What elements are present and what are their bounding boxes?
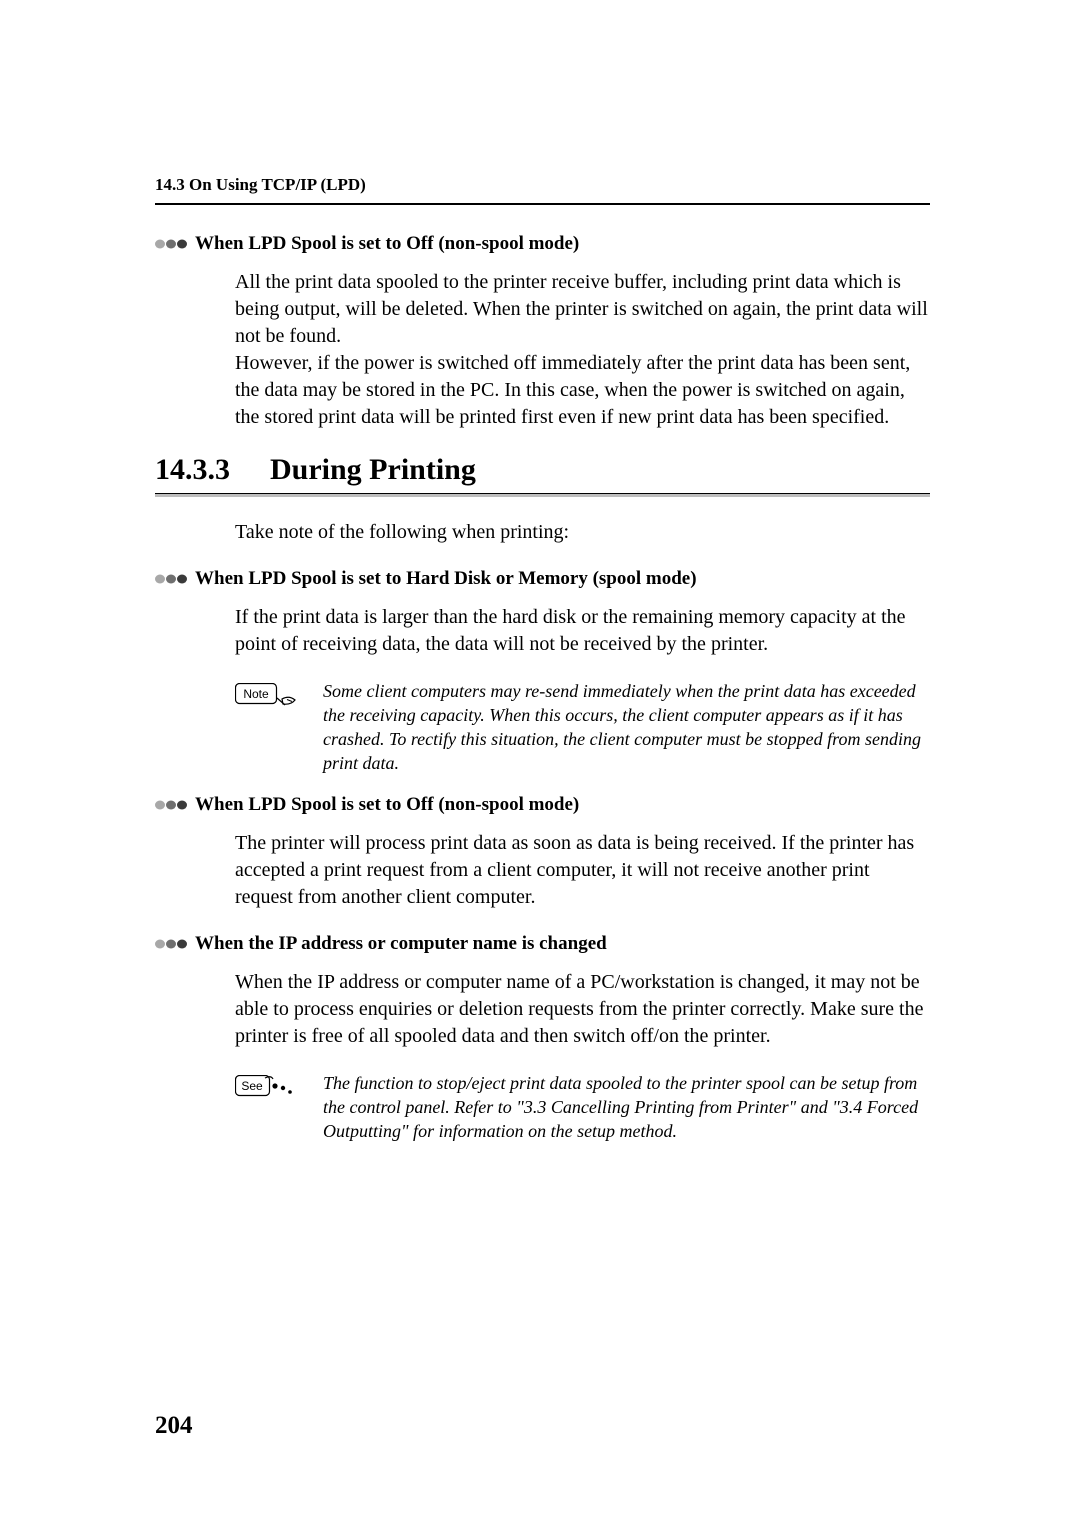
svg-text:Note: Note: [243, 687, 269, 701]
body-text: When the IP address or computer name of …: [235, 969, 930, 1050]
subhead-title: When LPD Spool is set to Off (non-spool …: [195, 233, 579, 255]
body-text: Take note of the following when printing…: [235, 519, 930, 546]
note-text: Some client computers may re-send immedi…: [323, 680, 930, 776]
body-text: The printer will process print data as s…: [235, 830, 930, 911]
page-container: 14.3 On Using TCP/IP (LPD) When LPD Spoo…: [0, 0, 1080, 1528]
body-text: If the print data is larger than the har…: [235, 604, 930, 658]
paragraph: All the print data spooled to the printe…: [235, 269, 930, 350]
section-number: 14.3.3: [155, 453, 230, 487]
subhead-title: When LPD Spool is set to Off (non-spool …: [195, 794, 579, 816]
paragraph: The printer will process print data as s…: [235, 830, 930, 911]
note-block: Note Some client computers may re-send i…: [235, 680, 930, 776]
subhead-harddisk-memory: When LPD Spool is set to Hard Disk or Me…: [155, 568, 930, 590]
section-heading: 14.3.3 During Printing: [155, 453, 930, 487]
note-badge-icon: Note: [235, 683, 301, 712]
header-rule: [155, 203, 930, 205]
paragraph: Take note of the following when printing…: [235, 519, 930, 546]
subhead-bullets-icon: [155, 938, 189, 950]
svg-text:See: See: [241, 1079, 263, 1093]
subhead-off-nonspool-2: When LPD Spool is set to Off (non-spool …: [155, 794, 930, 816]
paragraph: When the IP address or computer name of …: [235, 969, 930, 1050]
subhead-ip-changed: When the IP address or computer name is …: [155, 933, 930, 955]
section-rule: [155, 493, 930, 497]
subhead-off-nonspool-1: When LPD Spool is set to Off (non-spool …: [155, 233, 930, 255]
page-number: 204: [155, 1412, 193, 1440]
body-text: All the print data spooled to the printe…: [235, 269, 930, 431]
running-head: 14.3 On Using TCP/IP (LPD): [155, 175, 930, 195]
subhead-title: When LPD Spool is set to Hard Disk or Me…: [195, 568, 697, 590]
paragraph: However, if the power is switched off im…: [235, 350, 930, 431]
see-badge-icon: See: [235, 1075, 301, 1104]
subhead-bullets-icon: [155, 573, 189, 585]
paragraph: If the print data is larger than the har…: [235, 604, 930, 658]
see-block: See The function to stop/eject print dat…: [235, 1072, 930, 1144]
subhead-title: When the IP address or computer name is …: [195, 933, 607, 955]
see-text: The function to stop/eject print data sp…: [323, 1072, 930, 1144]
subhead-bullets-icon: [155, 238, 189, 250]
section-title: During Printing: [270, 453, 476, 487]
subhead-bullets-icon: [155, 799, 189, 811]
